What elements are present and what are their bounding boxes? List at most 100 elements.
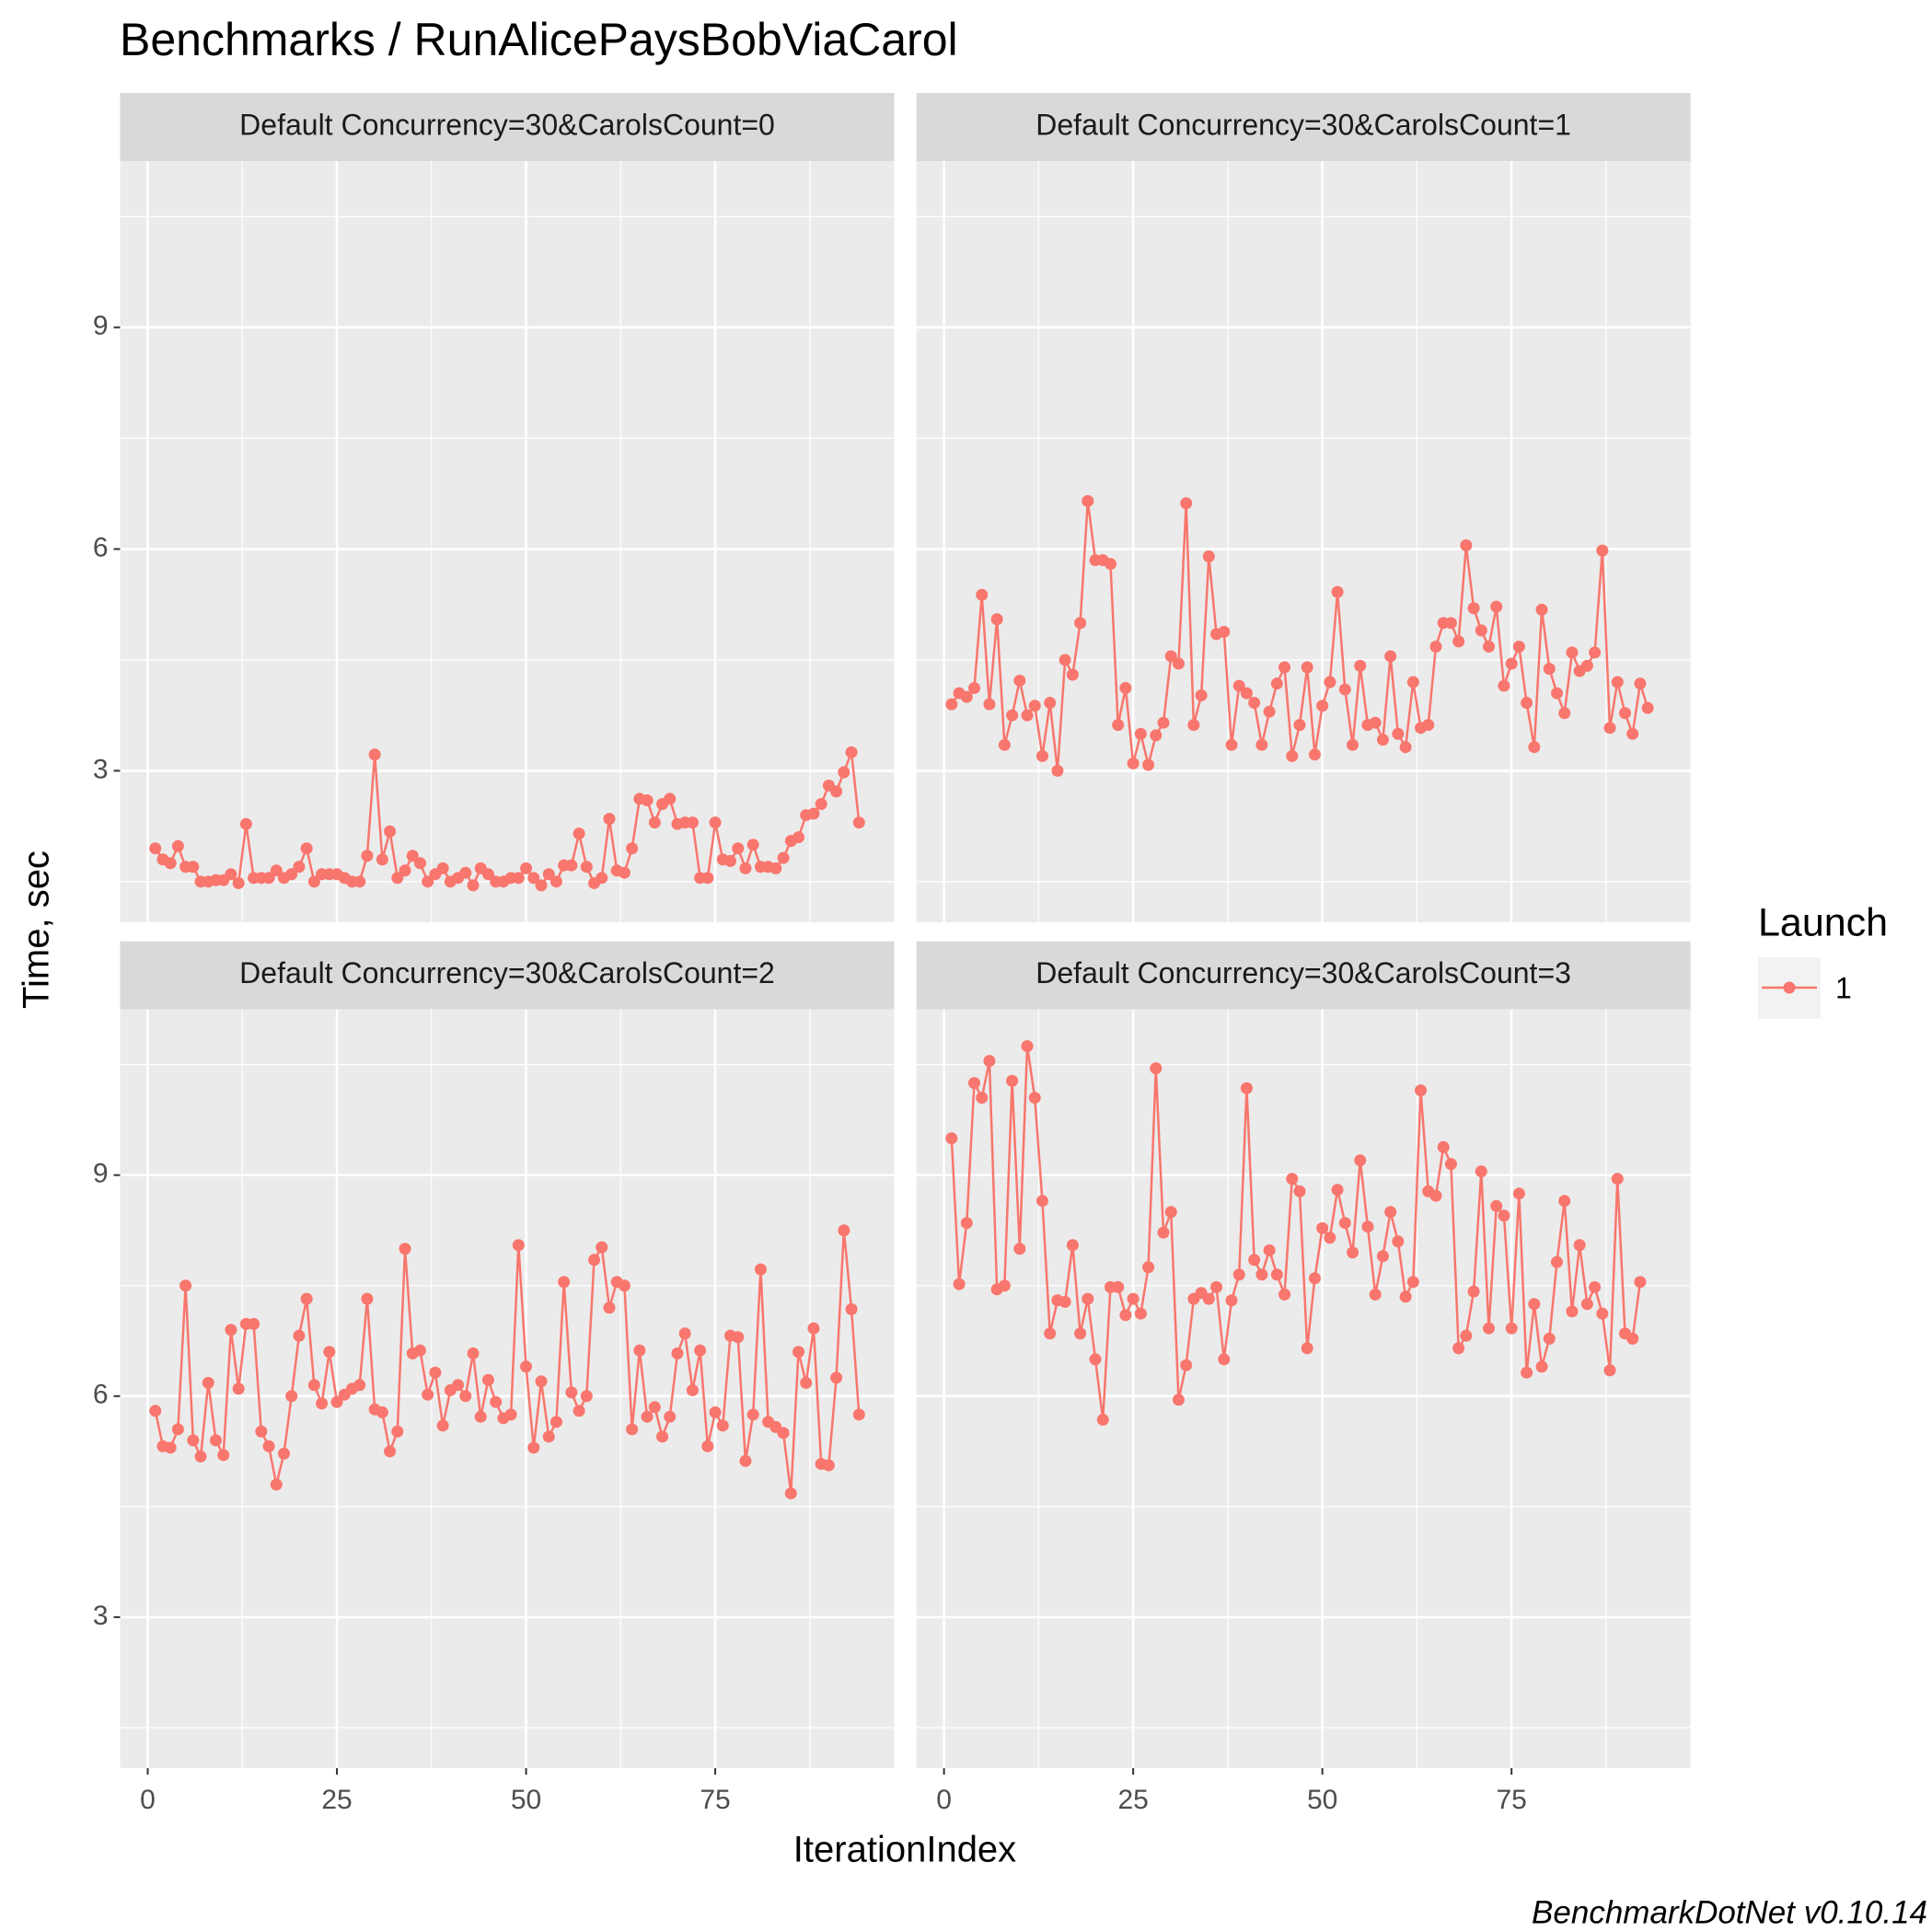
data-point (565, 1386, 578, 1399)
data-point (1399, 741, 1412, 754)
data-point (1324, 1232, 1336, 1244)
data-point (1611, 676, 1624, 688)
data-point (1521, 1366, 1533, 1379)
data-point (732, 842, 745, 855)
data-point (603, 1301, 616, 1314)
data-point (1164, 1206, 1177, 1219)
strip-label: Default Concurrency=30&CarolsCount=1 (1035, 108, 1571, 141)
legend-title: Launch (1758, 900, 1888, 944)
data-point (164, 1441, 177, 1454)
data-point (1324, 676, 1336, 688)
data-point (694, 1344, 707, 1357)
data-point (664, 792, 677, 805)
data-point (1263, 705, 1276, 718)
data-point (391, 872, 404, 885)
data-point (976, 1092, 989, 1105)
data-point (1150, 1062, 1163, 1075)
data-point (1535, 603, 1548, 616)
data-point (399, 1243, 411, 1255)
data-point (1460, 1329, 1473, 1342)
legend-label: 1 (1835, 971, 1852, 1004)
data-point (1580, 1298, 1593, 1311)
data-point (1535, 1360, 1548, 1373)
panel-background (916, 1009, 1691, 1768)
data-point (1255, 738, 1268, 751)
data-point (852, 816, 865, 829)
data-point (1467, 1285, 1480, 1298)
data-point (270, 1478, 283, 1491)
data-point (822, 1459, 835, 1472)
data-point (845, 1302, 858, 1315)
data-point (1142, 758, 1155, 771)
strip (120, 941, 895, 1010)
data-point (1104, 558, 1116, 571)
data-point (459, 866, 472, 879)
data-point (1596, 544, 1609, 557)
data-point (792, 1346, 805, 1359)
data-point (1240, 687, 1253, 700)
x-tick-label: 75 (1496, 1785, 1526, 1815)
data-point (225, 1324, 237, 1336)
data-point (300, 842, 313, 855)
data-point (1240, 1082, 1253, 1094)
data-point (1119, 1309, 1132, 1322)
data-point (1248, 697, 1261, 710)
data-point (983, 1055, 996, 1068)
data-point (535, 1375, 548, 1388)
data-point (769, 862, 782, 874)
data-point (1490, 600, 1503, 613)
data-point (732, 1331, 745, 1344)
data-point (1096, 1413, 1109, 1426)
data-point (1157, 1226, 1170, 1239)
data-point (1308, 1272, 1321, 1285)
strip (916, 93, 1691, 161)
data-point (368, 748, 381, 761)
data-point (1626, 727, 1639, 740)
legend-point (1783, 981, 1796, 994)
data-point (641, 794, 654, 807)
data-point (422, 1388, 434, 1401)
data-point (481, 1373, 494, 1386)
data-point (664, 1410, 677, 1423)
data-point (1278, 1288, 1291, 1301)
data-point (1406, 676, 1419, 688)
data-point (1634, 677, 1647, 690)
data-point (1354, 659, 1367, 672)
data-point (1172, 1394, 1185, 1406)
data-point (1263, 1244, 1276, 1256)
data-point (353, 875, 366, 888)
strip-label: Default Concurrency=30&CarolsCount=3 (1035, 956, 1571, 989)
data-point (1361, 1221, 1374, 1233)
data-point (603, 813, 616, 826)
y-tick-label: 9 (93, 1159, 109, 1189)
data-point (1347, 1246, 1359, 1259)
data-point (1127, 757, 1140, 769)
data-point (1066, 668, 1079, 681)
data-point (399, 864, 411, 877)
data-point (1543, 663, 1556, 676)
data-point (777, 1427, 790, 1440)
data-point (852, 1408, 865, 1421)
data-point (1210, 1280, 1223, 1293)
data-point (746, 839, 759, 851)
data-point (1232, 679, 1245, 692)
data-point (1248, 1254, 1261, 1267)
panel-background (120, 161, 895, 922)
data-point (149, 1405, 162, 1417)
panel-background (916, 161, 1691, 922)
y-axis-label: Time, sec (17, 850, 57, 1009)
x-tick-label: 75 (700, 1785, 730, 1815)
data-point (1218, 625, 1231, 638)
x-tick-label: 50 (511, 1785, 541, 1815)
data-point (542, 868, 555, 881)
data-point (1006, 709, 1019, 722)
data-point (1172, 657, 1185, 670)
data-point (1035, 749, 1048, 762)
data-point (1422, 719, 1435, 732)
data-point (1483, 1322, 1496, 1335)
data-point (1558, 1195, 1571, 1208)
data-point (1483, 641, 1496, 654)
data-point (596, 1241, 608, 1254)
data-point (1157, 716, 1170, 729)
data-point (1051, 764, 1064, 777)
